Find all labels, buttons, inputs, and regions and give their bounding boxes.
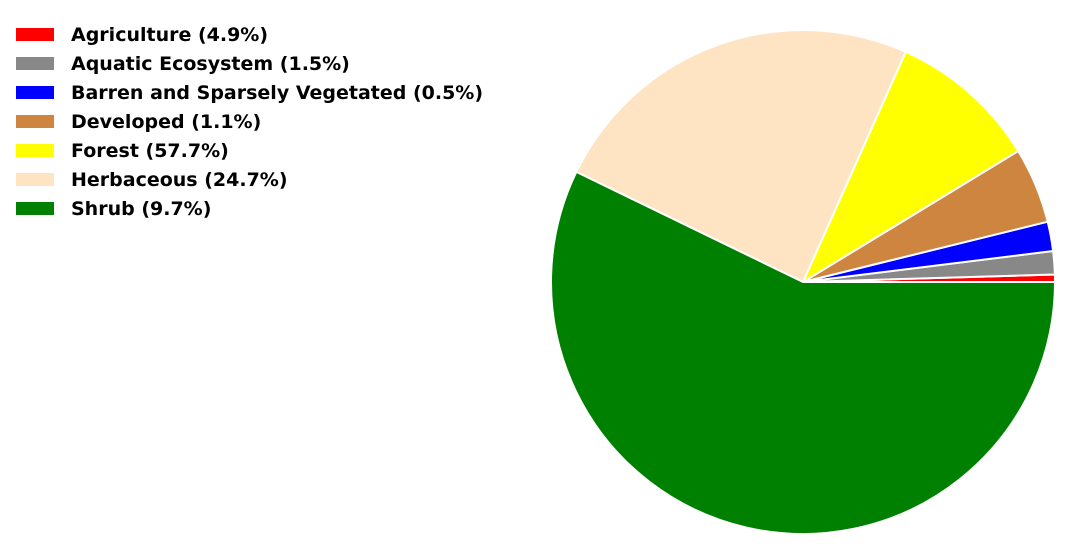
legend-label-agriculture: Agriculture (4.9%) — [71, 23, 269, 46]
legend-item-forest: Forest (57.7%) — [16, 136, 483, 165]
legend-label-aquatic-ecosystem: Aquatic Ecosystem (1.5%) — [71, 52, 350, 75]
legend-swatch-developed — [16, 115, 54, 128]
legend-label-herbaceous: Herbaceous (24.7%) — [71, 168, 288, 191]
legend-item-shrub: Shrub (9.7%) — [16, 194, 483, 223]
legend-swatch-aquatic-ecosystem — [16, 57, 54, 70]
pie-slice-herbaceous — [575, 29, 907, 283]
legend-label-developed: Developed (1.1%) — [71, 110, 262, 133]
legend-swatch-agriculture — [16, 28, 54, 41]
pie-slice-shrub — [550, 170, 1056, 535]
legend-item-barren: Barren and Sparsely Vegetated (0.5%) — [16, 78, 483, 107]
chart-legend: Agriculture (4.9%) Aquatic Ecosystem (1.… — [16, 20, 483, 223]
legend-swatch-forest — [16, 144, 54, 157]
legend-label-forest: Forest (57.7%) — [71, 139, 229, 162]
legend-item-aquatic-ecosystem: Aquatic Ecosystem (1.5%) — [16, 49, 483, 78]
legend-item-herbaceous: Herbaceous (24.7%) — [16, 165, 483, 194]
legend-swatch-barren — [16, 86, 54, 99]
legend-label-shrub: Shrub (9.7%) — [71, 197, 212, 220]
legend-swatch-shrub — [16, 202, 54, 215]
legend-swatch-herbaceous — [16, 173, 54, 186]
pie-slice-forest — [802, 50, 1020, 283]
legend-label-barren: Barren and Sparsely Vegetated (0.5%) — [71, 81, 484, 104]
legend-item-developed: Developed (1.1%) — [16, 107, 483, 136]
legend-item-agriculture: Agriculture (4.9%) — [16, 20, 483, 49]
